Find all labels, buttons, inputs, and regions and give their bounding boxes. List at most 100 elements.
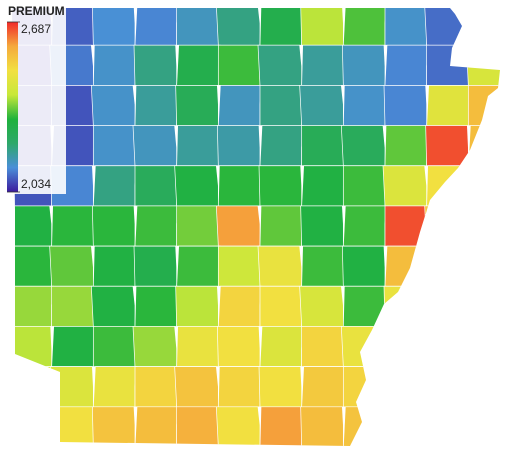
legend-gradient [7,22,18,192]
region [259,326,305,367]
region [466,165,500,207]
region [175,85,219,126]
region [382,366,428,408]
region [384,8,428,46]
region [299,285,344,327]
region [342,8,388,46]
region [132,326,178,367]
region [175,285,219,327]
region [132,125,178,167]
region [90,85,136,126]
legend-title: PREMIUM [8,4,65,18]
region [90,285,136,327]
region [465,44,500,86]
region [301,125,344,167]
region [174,165,219,207]
region [467,8,500,46]
region [176,125,220,167]
region [134,165,178,207]
region [217,85,263,126]
region [134,205,180,247]
region [176,406,219,446]
region [216,326,261,367]
region [384,205,428,247]
region [299,85,344,126]
region [258,366,303,408]
region [133,245,178,287]
region [426,44,469,86]
region [91,8,136,46]
region [259,125,305,167]
region [259,285,303,327]
region [49,245,94,287]
region [92,44,137,86]
region [259,406,304,446]
region [217,366,262,408]
region [12,245,53,287]
region [259,205,304,247]
region [426,245,469,287]
region [217,44,261,86]
region [467,125,500,167]
region [466,366,500,408]
region [301,245,345,287]
region [91,406,136,446]
region [259,8,304,46]
region [467,326,500,367]
region [12,366,54,408]
region [92,326,136,367]
region [342,165,386,207]
region [176,326,220,367]
region [467,85,500,126]
region [215,406,261,446]
region [426,366,470,408]
region [257,245,303,287]
region [425,125,469,167]
state-regions [12,8,500,446]
region [12,205,53,247]
region [467,406,500,446]
region [12,326,53,367]
region [383,285,428,327]
legend-label: 2,687 [21,22,51,36]
region [301,326,344,367]
region [342,85,387,126]
region [342,366,386,408]
region [301,366,346,408]
region [134,8,180,46]
region [424,205,469,247]
region [259,85,303,126]
region [92,125,136,167]
region [176,205,219,247]
region [300,8,344,46]
legend: PREMIUM 2,687 2,034 [4,4,66,194]
region [425,326,469,367]
region [301,44,345,86]
region [341,44,386,86]
region [134,85,179,126]
region [217,165,262,207]
region [134,406,180,446]
region [342,406,388,446]
region [176,44,221,86]
region [133,44,178,86]
legend-label: 2,034 [21,177,51,191]
region [134,366,178,408]
region [382,165,428,207]
region [467,205,500,247]
region [215,205,261,247]
region [51,406,95,446]
region [258,165,303,207]
region [340,326,386,367]
region [426,85,471,126]
region [174,366,219,408]
region [300,205,344,247]
region [424,406,469,446]
region [467,285,500,327]
region [384,245,430,287]
region [383,85,428,126]
region [384,125,429,167]
region [217,245,261,287]
region [12,285,55,327]
